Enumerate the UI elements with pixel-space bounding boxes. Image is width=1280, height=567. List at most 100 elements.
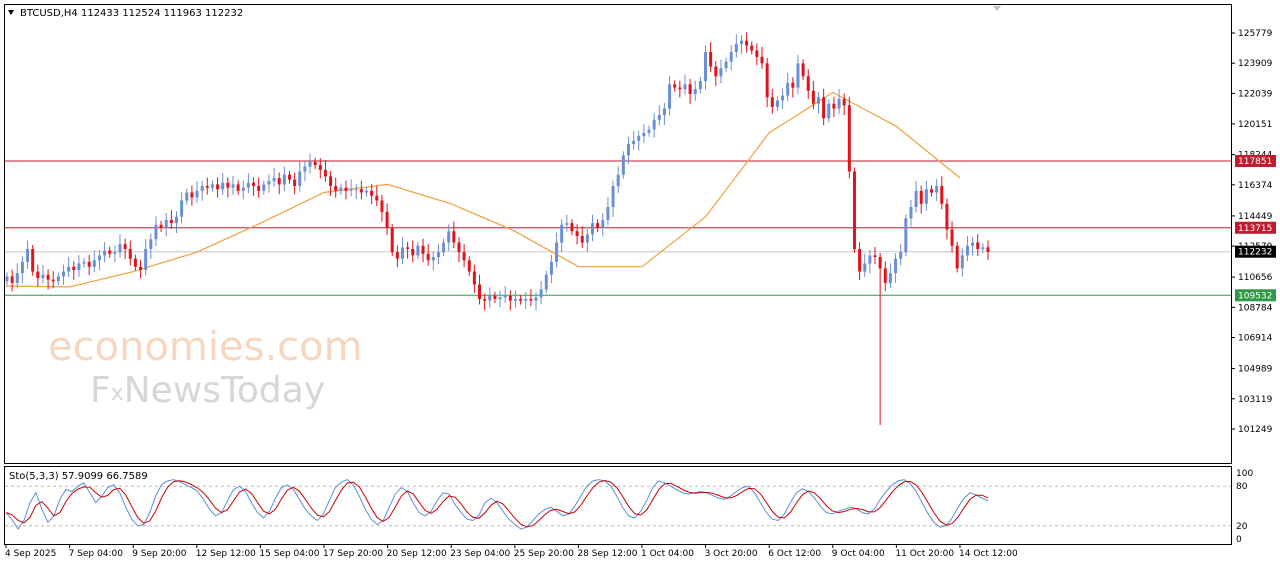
stochastic-label: Sto(5,3,3) 57.9099 66.7589 <box>9 471 148 482</box>
svg-text:109532: 109532 <box>1238 291 1272 301</box>
candle <box>585 228 589 253</box>
candle <box>370 183 374 205</box>
candle <box>159 220 163 233</box>
time-tick-label: 25 Sep 20:00 <box>514 549 574 559</box>
candle <box>955 241 959 273</box>
moving-average-path <box>5 91 961 288</box>
candle <box>472 264 476 293</box>
candle <box>832 96 836 117</box>
candle <box>714 61 718 87</box>
price-tag-resistance: 113715 <box>1235 221 1276 234</box>
candle <box>796 54 800 95</box>
candle <box>103 242 107 263</box>
candle <box>329 170 333 196</box>
stoch-tick-label: 0 <box>1236 535 1242 545</box>
candle <box>960 248 964 277</box>
price-tick-label: 125779 <box>1238 29 1273 39</box>
candle <box>570 219 574 236</box>
candle <box>873 247 877 264</box>
stoch-tick-label: 80 <box>1236 482 1248 492</box>
candle <box>334 177 338 198</box>
candle <box>113 245 117 263</box>
candle <box>190 185 194 206</box>
symbol-info: BTCUSD,H4 112433 112524 111963 112232 <box>20 8 243 19</box>
candle <box>719 59 723 84</box>
candle <box>750 41 754 55</box>
candle <box>616 166 620 193</box>
candle <box>981 243 985 254</box>
price-tick-label: 103119 <box>1238 395 1273 405</box>
candle <box>200 180 204 201</box>
candle <box>899 243 903 266</box>
candle <box>734 34 738 58</box>
candle <box>673 80 677 92</box>
candle <box>950 221 954 253</box>
candle <box>642 124 646 143</box>
candle <box>359 180 363 200</box>
candle <box>416 241 420 260</box>
candle <box>560 219 564 253</box>
candle <box>863 253 867 278</box>
candle <box>282 166 286 192</box>
candle <box>298 161 302 192</box>
triangle-down-icon[interactable] <box>8 10 14 15</box>
candle <box>827 99 831 123</box>
candle <box>611 180 615 217</box>
price-tick-label: 114449 <box>1238 212 1273 222</box>
chart-shift-marker-icon[interactable] <box>993 6 1001 11</box>
price-tick-label: 123909 <box>1238 59 1273 69</box>
price-tags: 117851 113715 112232 109532 <box>1235 154 1276 302</box>
candle <box>565 214 569 232</box>
candle <box>801 59 805 81</box>
time-tick-label: 12 Sep 12:00 <box>196 549 256 559</box>
candle <box>380 195 384 222</box>
candle <box>940 176 944 210</box>
candle <box>544 270 548 294</box>
candle <box>904 214 908 257</box>
candle <box>144 239 148 276</box>
candle <box>847 96 851 179</box>
candle <box>205 177 209 195</box>
candle <box>231 176 235 195</box>
candle <box>657 105 661 126</box>
candle <box>303 161 307 182</box>
candlesticks <box>5 32 990 425</box>
candle <box>293 172 297 195</box>
candle <box>488 287 492 308</box>
candle <box>601 212 605 237</box>
candle <box>786 72 790 102</box>
candle <box>67 256 71 278</box>
stochastic-lines <box>5 479 1231 531</box>
candle <box>61 264 65 285</box>
time-tick-label: 28 Sep 12:00 <box>577 549 637 559</box>
candle <box>662 103 666 125</box>
candle <box>257 177 261 198</box>
candle <box>539 280 543 305</box>
candle <box>745 32 749 53</box>
candle <box>606 197 610 226</box>
time-tick-label: 6 Oct 12:00 <box>768 549 821 559</box>
candle <box>858 242 862 280</box>
stochastic-panel-frame <box>4 466 1232 545</box>
candle <box>647 125 651 137</box>
candle <box>385 203 389 235</box>
candle <box>395 245 399 268</box>
candle <box>436 243 440 264</box>
candle <box>252 177 256 196</box>
candle <box>452 221 456 249</box>
candle <box>596 219 600 233</box>
candle <box>909 200 913 227</box>
stoch-signal-line <box>5 479 989 528</box>
candle <box>883 261 887 292</box>
candle <box>82 257 86 268</box>
candle <box>411 240 415 263</box>
svg-text:113715: 113715 <box>1238 224 1272 234</box>
watermark-x: x <box>111 381 124 406</box>
candle <box>575 224 579 245</box>
candle <box>406 241 410 259</box>
price-tick-label: 120151 <box>1238 120 1272 130</box>
candle <box>97 249 101 271</box>
watermark-fxnewstoday: FxNewsToday <box>90 370 325 411</box>
candle <box>154 216 158 247</box>
candle <box>118 234 122 258</box>
